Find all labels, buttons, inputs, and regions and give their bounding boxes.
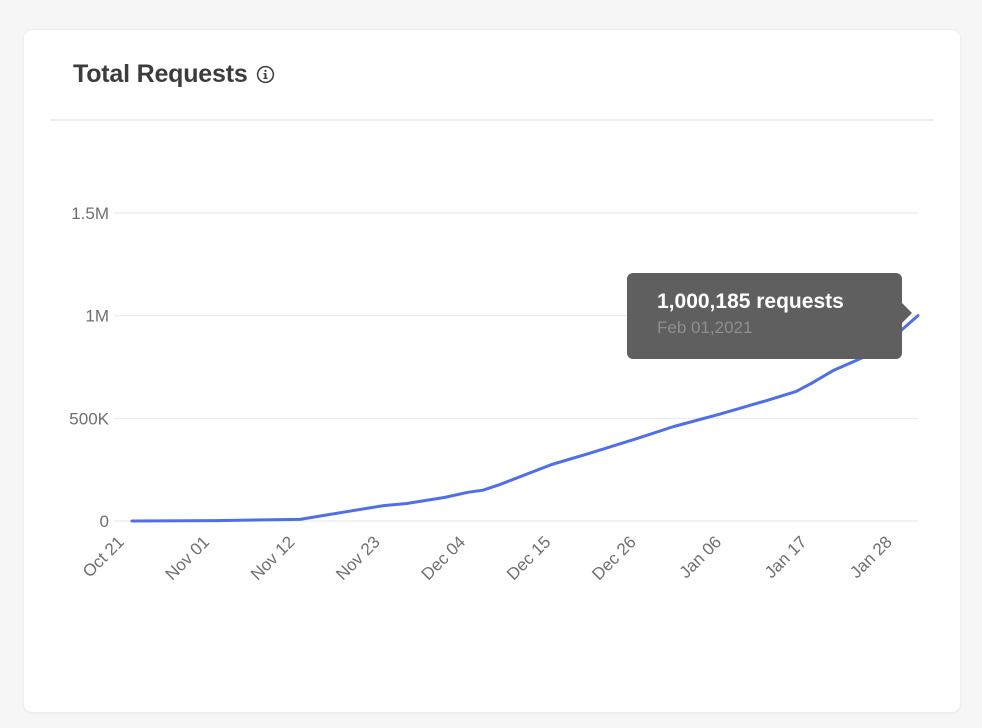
card-header: Total Requests [73,54,275,94]
header-divider [50,119,934,121]
x-tick-label: Jan 17 [761,532,811,582]
x-tick-label: Nov 23 [332,532,384,584]
total-requests-card: Total Requests [24,30,960,712]
tooltip-value: 1,000,185 requests [657,290,844,313]
series-line [130,314,920,523]
tooltip-date: Feb 01,2021 [657,318,753,337]
x-tick-label: Dec 26 [588,532,640,584]
y-tick-label: 1M [85,307,109,326]
y-tick-label: 500K [69,409,109,428]
y-tick-label: 0 [100,512,109,531]
x-tick-label: Jan 06 [676,532,726,582]
card-title: Total Requests [73,59,248,88]
y-tick-label: 1.5M [71,204,109,223]
x-tick-label: Nov 01 [162,532,214,584]
x-tick-label: Nov 12 [247,532,299,584]
x-tick-label: Oct 21 [79,532,128,581]
chart-tooltip: 1,000,185 requests Feb 01,2021 [627,273,912,359]
x-tick-label: Dec 04 [418,532,470,584]
x-tick-label: Jan 28 [846,532,896,582]
x-tick-label: Dec 15 [503,532,555,584]
info-circle-icon[interactable] [256,65,275,84]
